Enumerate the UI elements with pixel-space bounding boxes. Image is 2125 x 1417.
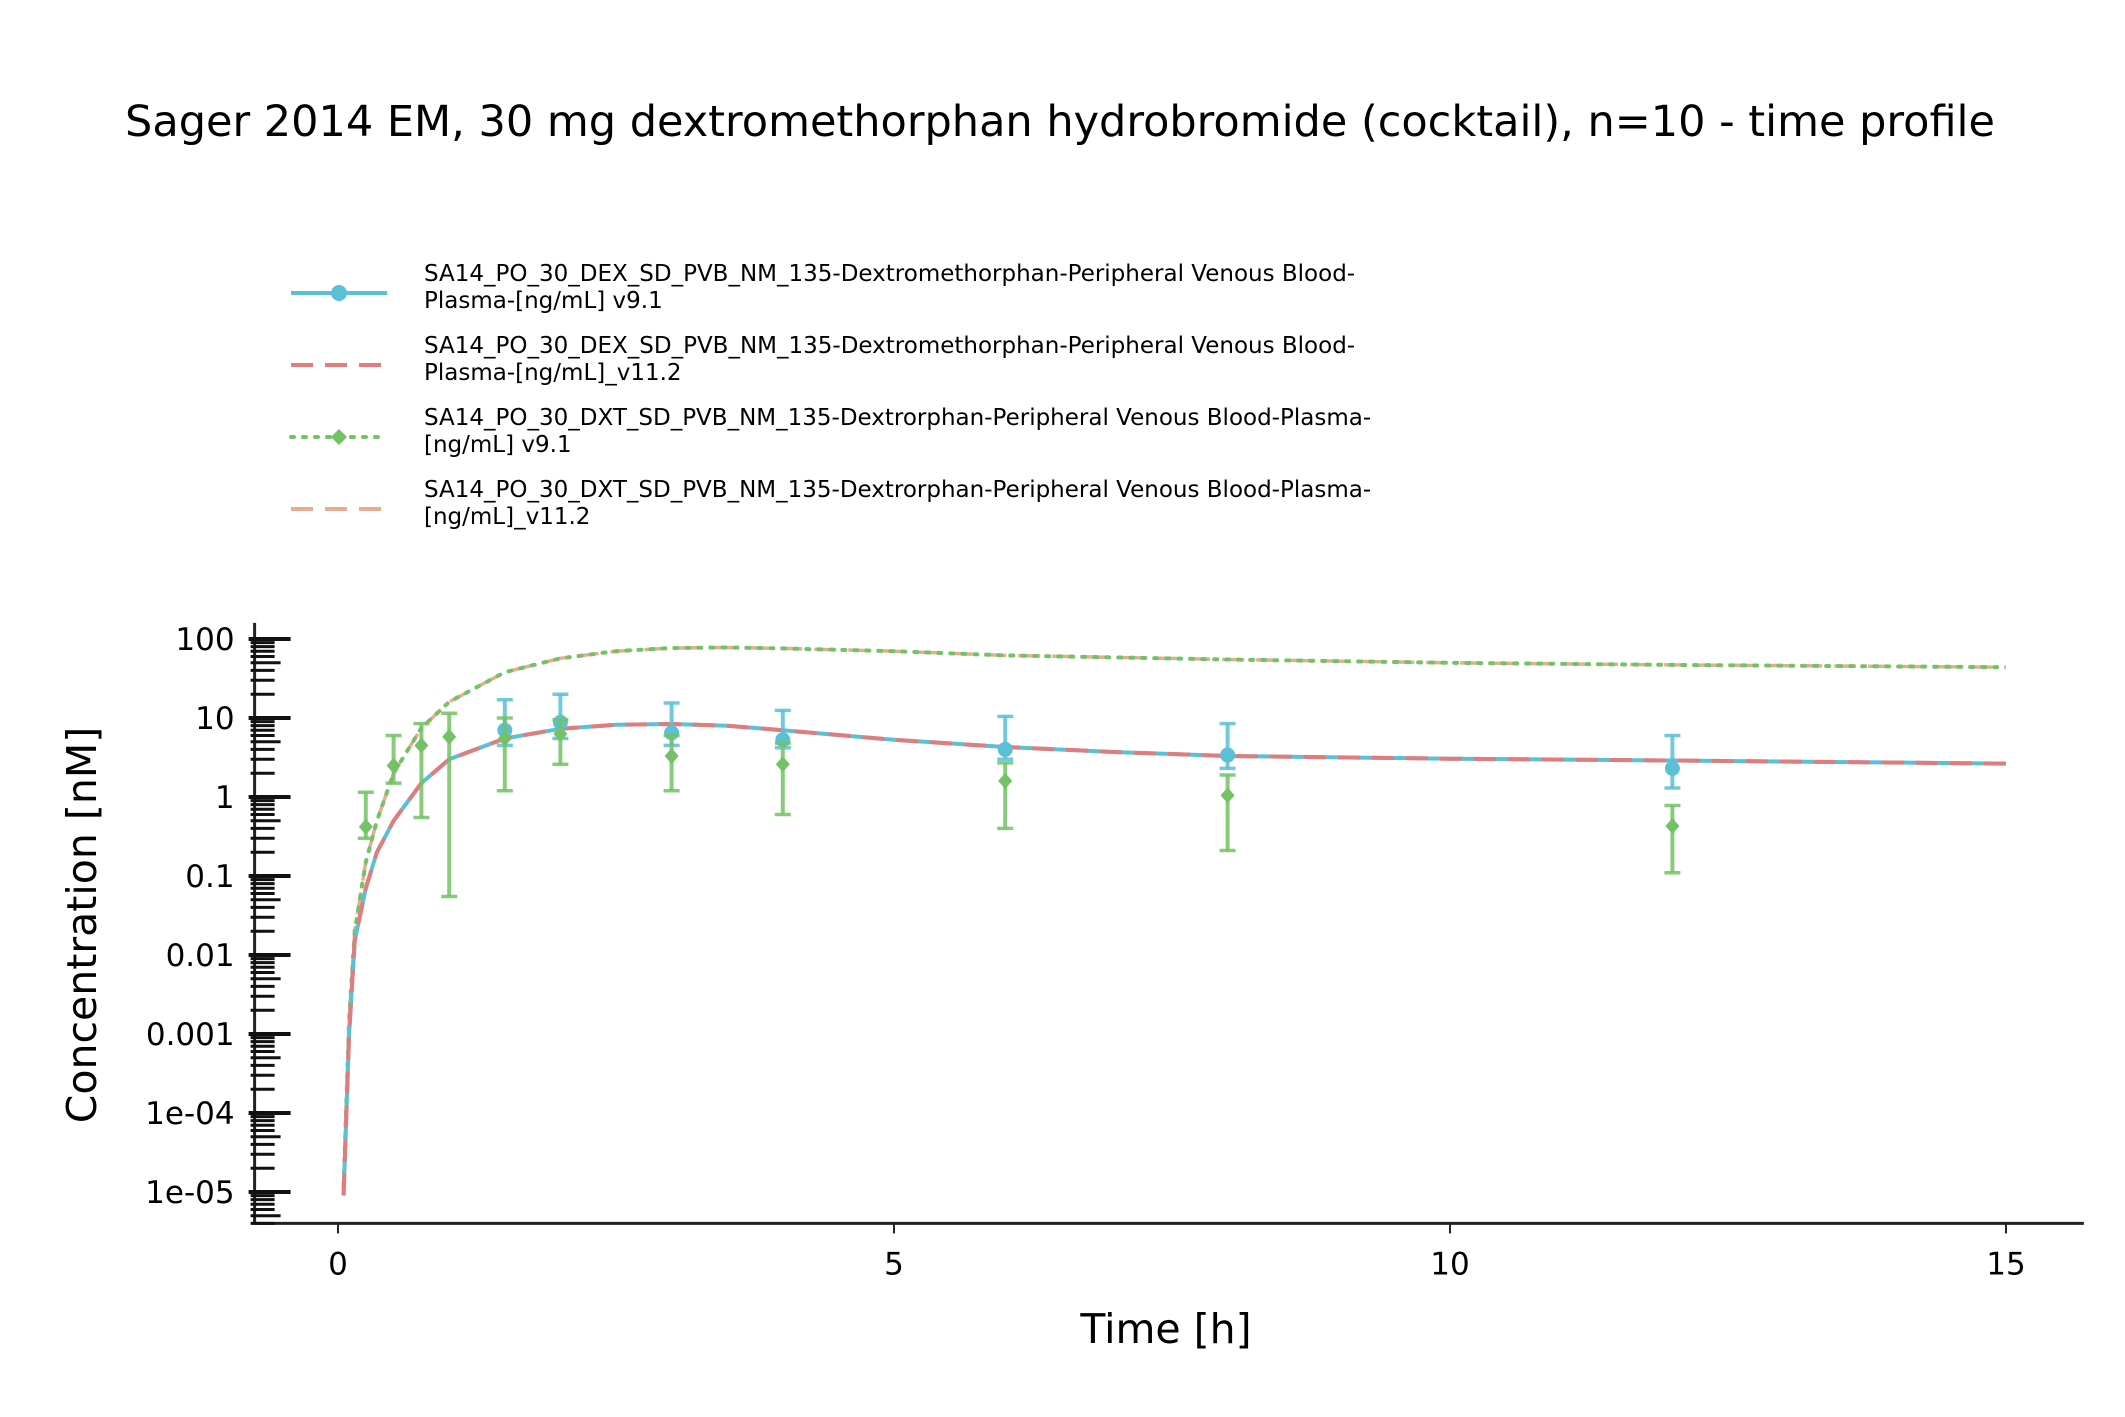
legend-marker [331, 429, 347, 445]
legend: SA14_PO_30_DEX_SD_PVB_NM_135-Dextrometho… [289, 261, 1371, 530]
data-point [386, 757, 401, 774]
series-line-3 [341, 645, 2008, 1188]
legend-label-2: SA14_PO_30_DEX_SD_PVB_NM_135-Dextrometho… [424, 333, 1355, 359]
chart-title: Sager 2014 EM, 30 mg dextromethorphan hy… [125, 97, 1995, 147]
data-point [1220, 747, 1236, 763]
data-point [497, 730, 512, 747]
legend-label-4: SA14_PO_30_DXT_SD_PVB_NM_135-Dextrorphan… [424, 477, 1371, 503]
legend-label-3: SA14_PO_30_DXT_SD_PVB_NM_135-Dextrorphan… [424, 405, 1371, 431]
legend-label-2: Plasma-[ng/mL]_v11.2 [424, 360, 682, 386]
data-point [1665, 817, 1680, 834]
y-tick-label: 100 [175, 622, 234, 658]
y-axis: 1e-05 1e-04 0.001 0.01 0.1 1 10 100 [145, 622, 291, 1225]
data-point [998, 772, 1013, 789]
legend-label-4: [ng/mL]_v11.2 [424, 504, 590, 530]
y-tick-label: 1e-05 [145, 1175, 234, 1211]
x-tick-label: 15 [1986, 1246, 2025, 1282]
data-point [1220, 787, 1235, 804]
series-line-1 [341, 722, 2007, 1196]
data-point [997, 741, 1013, 757]
data-point [775, 756, 790, 773]
data-point [414, 737, 429, 754]
data-point [358, 818, 373, 835]
plot-area [341, 645, 2008, 1196]
x-axis: 0 5 10 15 [254, 1221, 2084, 1282]
y-tick-label: 1 [215, 780, 235, 816]
y-tick-label: 0.001 [146, 1017, 235, 1053]
x-axis-label: Time [h] [1079, 1305, 1251, 1353]
legend-marker [331, 285, 347, 301]
legend-label-1: SA14_PO_30_DEX_SD_PVB_NM_135-Dextrometho… [424, 261, 1355, 287]
y-tick-label: 0.01 [166, 938, 235, 974]
y-tick-label: 1e-04 [145, 1096, 234, 1132]
data-point [664, 748, 679, 765]
series-line-2 [341, 722, 2007, 1196]
y-axis-label: Concentration [nM] [58, 727, 106, 1123]
x-tick-label: 10 [1430, 1246, 1469, 1282]
x-tick-label: 0 [328, 1246, 348, 1282]
legend-label-1: Plasma-[ng/mL] v9.1 [424, 288, 663, 314]
data-point [442, 728, 457, 745]
y-tick-label: 10 [195, 701, 234, 737]
x-tick-label: 5 [884, 1246, 904, 1282]
data-point [1664, 760, 1680, 776]
data-point [553, 725, 568, 742]
legend-label-3: [ng/mL] v9.1 [424, 432, 572, 458]
y-tick-label: 0.1 [185, 859, 234, 895]
